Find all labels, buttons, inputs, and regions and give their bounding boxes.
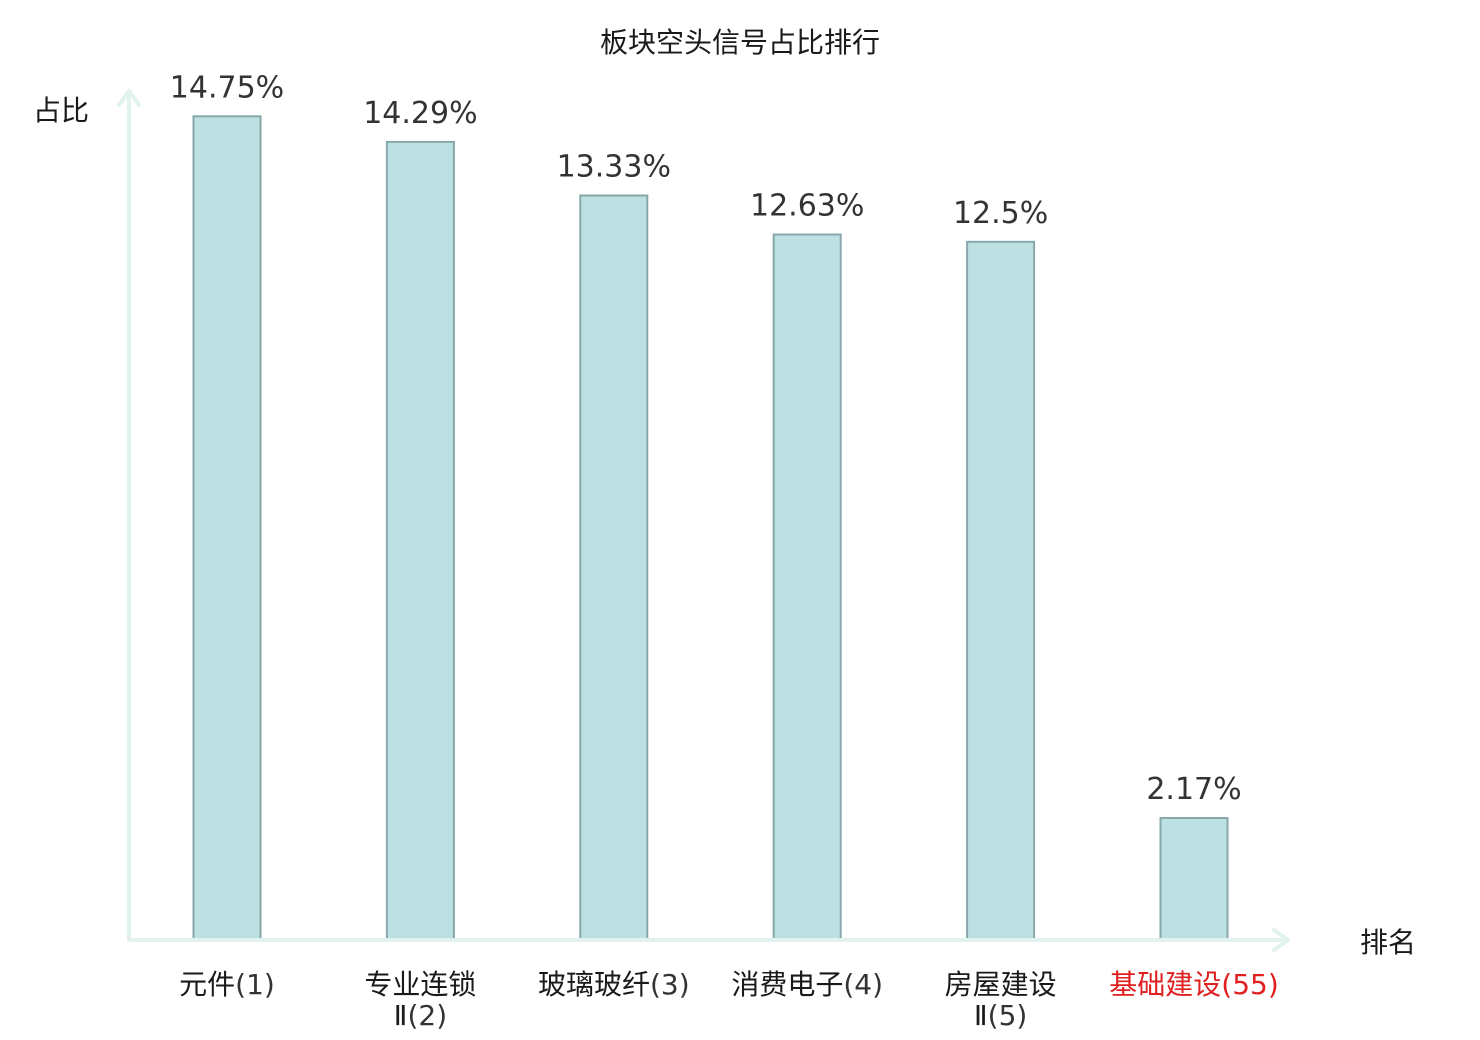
- category-label-6: 基础建设(55): [1109, 968, 1279, 1001]
- category-rank-5: (5): [988, 999, 1028, 1032]
- bar-4: [772, 233, 842, 940]
- bar-2: [385, 140, 455, 940]
- category-rank-3: (3): [650, 968, 690, 1001]
- bar-1: [192, 115, 262, 941]
- value-label-3: 13.33%: [557, 150, 671, 185]
- category-label-4: 消费电子(4): [731, 968, 883, 1001]
- category-rank-2: (2): [407, 999, 447, 1032]
- x-axis-label: 排名: [1360, 926, 1416, 959]
- bar-5: [966, 240, 1036, 941]
- category-label-5-line-2: Ⅱ(5): [974, 999, 1027, 1032]
- category-rank-1: (1): [235, 968, 275, 1001]
- axes: [117, 89, 1290, 952]
- value-label-4: 12.63%: [750, 189, 864, 224]
- value-label-5: 12.5%: [953, 196, 1048, 231]
- category-label-5: 房屋建设: [945, 968, 1057, 1001]
- value-label-2: 14.29%: [363, 96, 477, 131]
- category-label-3: 玻璃玻纤(3): [538, 968, 690, 1001]
- bar-6: [1159, 817, 1229, 940]
- chart-title: 板块空头信号占比排行: [600, 26, 880, 59]
- bars-group: [192, 115, 1229, 941]
- x-axis-arrow: [1272, 928, 1290, 952]
- category-rank-6: (55): [1221, 968, 1278, 1001]
- value-label-1: 14.75%: [170, 70, 284, 105]
- category-rank-4: (4): [843, 968, 883, 1001]
- bar-3: [579, 194, 649, 940]
- category-label-1: 元件(1): [179, 968, 275, 1001]
- value-label-6: 2.17%: [1146, 772, 1241, 807]
- category-label-2-line-2: Ⅱ(2): [394, 999, 447, 1032]
- y-axis-label: 占比: [33, 94, 89, 127]
- category-label-2: 专业连锁: [364, 968, 476, 1001]
